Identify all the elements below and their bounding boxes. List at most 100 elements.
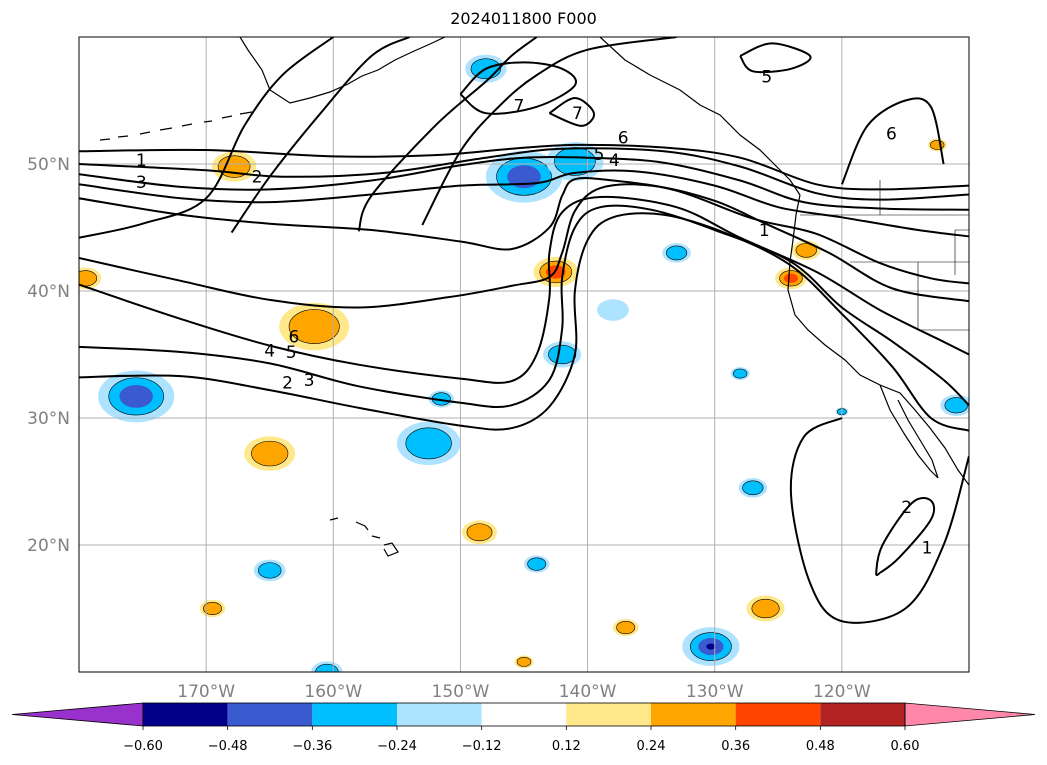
- latitude-tick-label: 40°N: [27, 282, 70, 302]
- anomaly-band: [405, 427, 452, 460]
- contour-label: 2: [901, 498, 912, 518]
- alaska-coastline: [239, 37, 446, 104]
- anomaly-blob: [199, 599, 226, 618]
- colorbar-tick-label: 0.48: [806, 739, 835, 754]
- colorbar-segment: [397, 703, 482, 726]
- anomaly-blob: [597, 299, 629, 321]
- anomaly-band: [597, 299, 629, 321]
- anomaly-blob: [244, 436, 296, 471]
- anomaly-blob: [98, 370, 175, 423]
- anomaly-band: [742, 480, 764, 496]
- latitude-tick-label: 30°N: [27, 409, 70, 429]
- colorbar-segment: [735, 703, 821, 726]
- anomaly-blob: [730, 367, 750, 381]
- contour-line: [79, 37, 334, 239]
- anomaly-blob: [738, 478, 768, 498]
- longitude-tick-label: 140°W: [559, 682, 617, 702]
- anomaly-blob: [514, 655, 534, 669]
- longitude-tick-label: 120°W: [813, 682, 871, 702]
- contour-line: [548, 96, 595, 127]
- contour-label: 1: [759, 221, 770, 241]
- contour-label: 7: [572, 104, 583, 124]
- longitude-tick-label: 150°W: [432, 682, 490, 702]
- contour-label: 2: [282, 373, 293, 393]
- anomaly-band: [527, 557, 547, 571]
- contour-label: 1: [136, 151, 147, 171]
- colorbar-tick-label: 0.60: [891, 739, 920, 754]
- anomaly-blob: [613, 618, 639, 637]
- anomaly-blob: [428, 390, 455, 408]
- anomaly-blob: [682, 627, 740, 667]
- contour-label: 2: [252, 168, 263, 188]
- map-frame: [78, 36, 970, 673]
- contour-label: 7: [514, 97, 525, 117]
- colorbar-segment: [566, 703, 651, 726]
- colorbar-extend-min: [11, 702, 144, 727]
- contour-line: [357, 37, 538, 232]
- colorbar-tick-label: −0.12: [462, 739, 502, 754]
- anomaly-band: [516, 656, 532, 667]
- anomaly-blob: [211, 151, 257, 182]
- contour-line: [421, 37, 677, 226]
- contour-label: 6: [288, 328, 299, 348]
- anomaly-band: [203, 601, 222, 616]
- anomaly-band: [616, 621, 636, 635]
- anomaly-blob: [662, 243, 691, 263]
- anomaly-blob: [396, 421, 461, 465]
- anomaly-blob: [253, 559, 286, 582]
- anomaly-band: [257, 562, 282, 579]
- anomaly-band: [784, 273, 798, 284]
- colorbar-outline: [142, 702, 906, 727]
- colorbar-tick-label: −0.48: [208, 739, 248, 754]
- colorbar-tick-label: −0.60: [123, 739, 163, 754]
- latitude-tick-label: 50°N: [27, 155, 70, 175]
- anomaly-band: [251, 440, 289, 467]
- anomaly-band: [119, 385, 153, 408]
- contour-label: 3: [136, 173, 147, 193]
- anomaly-band: [548, 344, 577, 365]
- anomaly-band: [930, 139, 945, 150]
- anomaly-band: [706, 643, 716, 650]
- contour-label: 6: [618, 128, 629, 148]
- contour-label: 6: [886, 125, 897, 145]
- colorbar: −0.60 −0.48 −0.36 −0.24 −0.12 0.12 0.24 0.36 0.4…: [11, 702, 1036, 754]
- contour-label: 5: [761, 67, 772, 87]
- hawaiian-islands: [329, 517, 399, 557]
- contour-label: 5: [286, 343, 297, 363]
- colorbar-tick-label: 0.12: [552, 739, 581, 754]
- baja-california-coastline: [879, 384, 939, 479]
- anomaly-band: [315, 663, 339, 672]
- alaska-panhandle-coastline: [599, 37, 801, 196]
- latitude-tick-label: 20°N: [27, 536, 70, 556]
- anomaly-blob: [746, 595, 785, 622]
- anomaly-band: [288, 309, 340, 344]
- colorbar-tick-label: 0.24: [637, 739, 666, 754]
- longitude-tick-label: 170°W: [177, 682, 235, 702]
- anomaly-blob: [791, 240, 821, 261]
- anomaly-blob: [543, 341, 582, 368]
- coastlines: [99, 37, 969, 557]
- colorbar-segment: [143, 703, 228, 726]
- anomaly-band: [795, 243, 817, 258]
- contour-label: 1: [922, 539, 933, 559]
- colorbar-tick-label: −0.24: [377, 739, 417, 754]
- contour-label: 4: [264, 342, 275, 362]
- anomaly-band: [751, 598, 780, 619]
- contour-label: 5: [594, 145, 605, 165]
- contour-line: [79, 183, 969, 309]
- aleutian-islands: [99, 111, 253, 141]
- contour-line: [739, 42, 812, 74]
- colorbar-segment: [227, 703, 313, 726]
- north-america-west-coastline: [787, 194, 969, 486]
- anomaly-band: [507, 165, 541, 189]
- contour-lines-layer: [79, 37, 969, 624]
- anomaly-blob: [524, 555, 550, 573]
- anomaly-blob: [940, 394, 969, 417]
- map-title: 2024011800 F000: [450, 9, 597, 28]
- anomaly-shading-layer: [79, 54, 969, 672]
- longitude-tick-label: 130°W: [686, 682, 744, 702]
- anomaly-band: [79, 270, 98, 287]
- colorbar-segment: [651, 703, 736, 726]
